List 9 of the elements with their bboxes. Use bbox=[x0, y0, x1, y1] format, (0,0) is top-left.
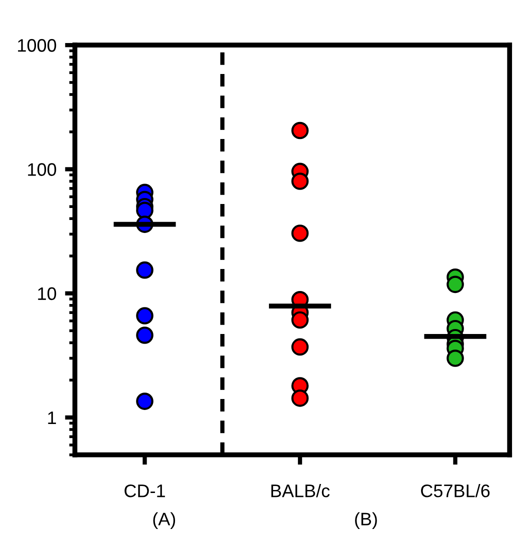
x-tick-label: C57BL/6 bbox=[421, 484, 490, 498]
text: (B) bbox=[355, 512, 377, 530]
x-tick-label: BALB/c bbox=[271, 484, 330, 498]
y-tick-label: 1000 bbox=[18, 39, 56, 52]
y-tick-label: 1 bbox=[48, 412, 56, 424]
text: (A) bbox=[153, 512, 176, 530]
y-tick-label: 10 bbox=[38, 287, 56, 300]
y-tick-label: 100 bbox=[28, 163, 56, 176]
x-tick-label: CD-1 bbox=[124, 484, 165, 498]
